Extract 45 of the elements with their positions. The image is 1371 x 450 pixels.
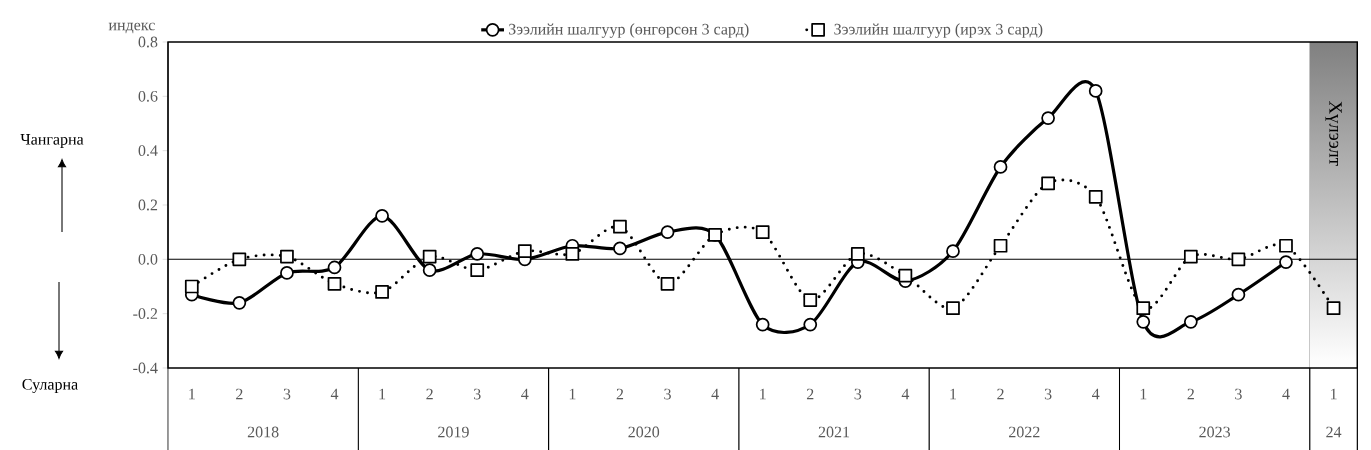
x-tick-label: 3 (1044, 388, 1052, 400)
x-tick-label: 1 (760, 388, 766, 400)
x-tick-label: 4 (901, 388, 910, 400)
text: Суларна (22, 378, 78, 394)
x-tick-label: 1 (1330, 388, 1337, 400)
x-tick-label: 2 (236, 388, 243, 400)
x-tick-label: 3 (283, 388, 291, 400)
y-tick-label: 0.8 (138, 36, 158, 48)
x-tick-label: 2 (997, 388, 1004, 400)
x-tick-label: 4 (521, 388, 529, 400)
x-tick-label: 2 (1187, 388, 1194, 400)
x-tick-label: 1 (1140, 388, 1147, 400)
y-tick-label: 0.4 (138, 145, 158, 157)
text: 2022 (1009, 426, 1040, 438)
x-tick-label: 4 (1282, 388, 1290, 400)
x-tick-label: 3 (1235, 388, 1242, 400)
text: 2019 (438, 426, 469, 438)
text: 2023 (1199, 426, 1231, 438)
text: 2020 (628, 426, 660, 438)
x-tick-label: 4 (1092, 388, 1100, 400)
x-tick-label: 1 (950, 388, 957, 400)
y-tick-label: 0.6 (138, 90, 158, 102)
text: Чангарна (20, 134, 84, 148)
text: 24 (1326, 426, 1342, 438)
x-tick-label: 1 (189, 388, 195, 400)
y-tick-label: -0.4 (133, 362, 158, 374)
x-tick-label: 3 (664, 388, 671, 400)
legend-label: Зээлийн шалгуур (ирэх 3 сард) (834, 23, 1043, 38)
y-tick-label: 0.0 (138, 253, 158, 265)
x-tick-label: 4 (330, 388, 339, 400)
y-tick-label: 0.2 (138, 199, 158, 211)
text: 2018 (247, 426, 279, 438)
x-tick-label: 4 (711, 388, 719, 400)
annotation: Хүлээлт (1325, 101, 1342, 166)
x-tick-label: 2 (616, 388, 624, 400)
y-axis-title: индекс (108, 22, 155, 34)
y-tick-label: -0.2 (133, 308, 158, 320)
x-tick-label: 2 (806, 388, 814, 400)
x-tick-label: 1 (569, 388, 576, 400)
x-tick-label: 1 (379, 388, 386, 400)
legend-label: Зээлийн шалгуур (өнгөрсөн 3 сард) (509, 23, 749, 38)
text: 2021 (818, 426, 850, 438)
x-tick-label: 2 (426, 388, 433, 400)
x-tick-label: 3 (854, 388, 862, 400)
x-tick-label: 3 (474, 388, 481, 400)
